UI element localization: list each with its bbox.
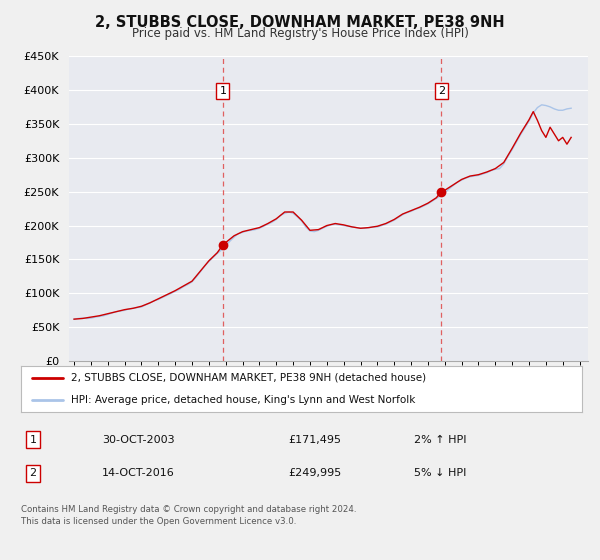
Text: 14-OCT-2016: 14-OCT-2016	[102, 468, 175, 478]
Text: HPI: Average price, detached house, King's Lynn and West Norfolk: HPI: Average price, detached house, King…	[71, 395, 416, 405]
Text: 1: 1	[29, 435, 37, 445]
Text: £249,995: £249,995	[288, 468, 341, 478]
Text: Price paid vs. HM Land Registry's House Price Index (HPI): Price paid vs. HM Land Registry's House …	[131, 27, 469, 40]
Text: 2, STUBBS CLOSE, DOWNHAM MARKET, PE38 9NH: 2, STUBBS CLOSE, DOWNHAM MARKET, PE38 9N…	[95, 15, 505, 30]
Text: Contains HM Land Registry data © Crown copyright and database right 2024.
This d: Contains HM Land Registry data © Crown c…	[21, 505, 356, 526]
Text: 5% ↓ HPI: 5% ↓ HPI	[414, 468, 466, 478]
Text: £171,495: £171,495	[288, 435, 341, 445]
Text: 30-OCT-2003: 30-OCT-2003	[102, 435, 175, 445]
Text: 2% ↑ HPI: 2% ↑ HPI	[414, 435, 467, 445]
Text: 1: 1	[220, 86, 226, 96]
Text: 2, STUBBS CLOSE, DOWNHAM MARKET, PE38 9NH (detached house): 2, STUBBS CLOSE, DOWNHAM MARKET, PE38 9N…	[71, 372, 427, 382]
Text: 2: 2	[29, 468, 37, 478]
Text: 2: 2	[437, 86, 445, 96]
